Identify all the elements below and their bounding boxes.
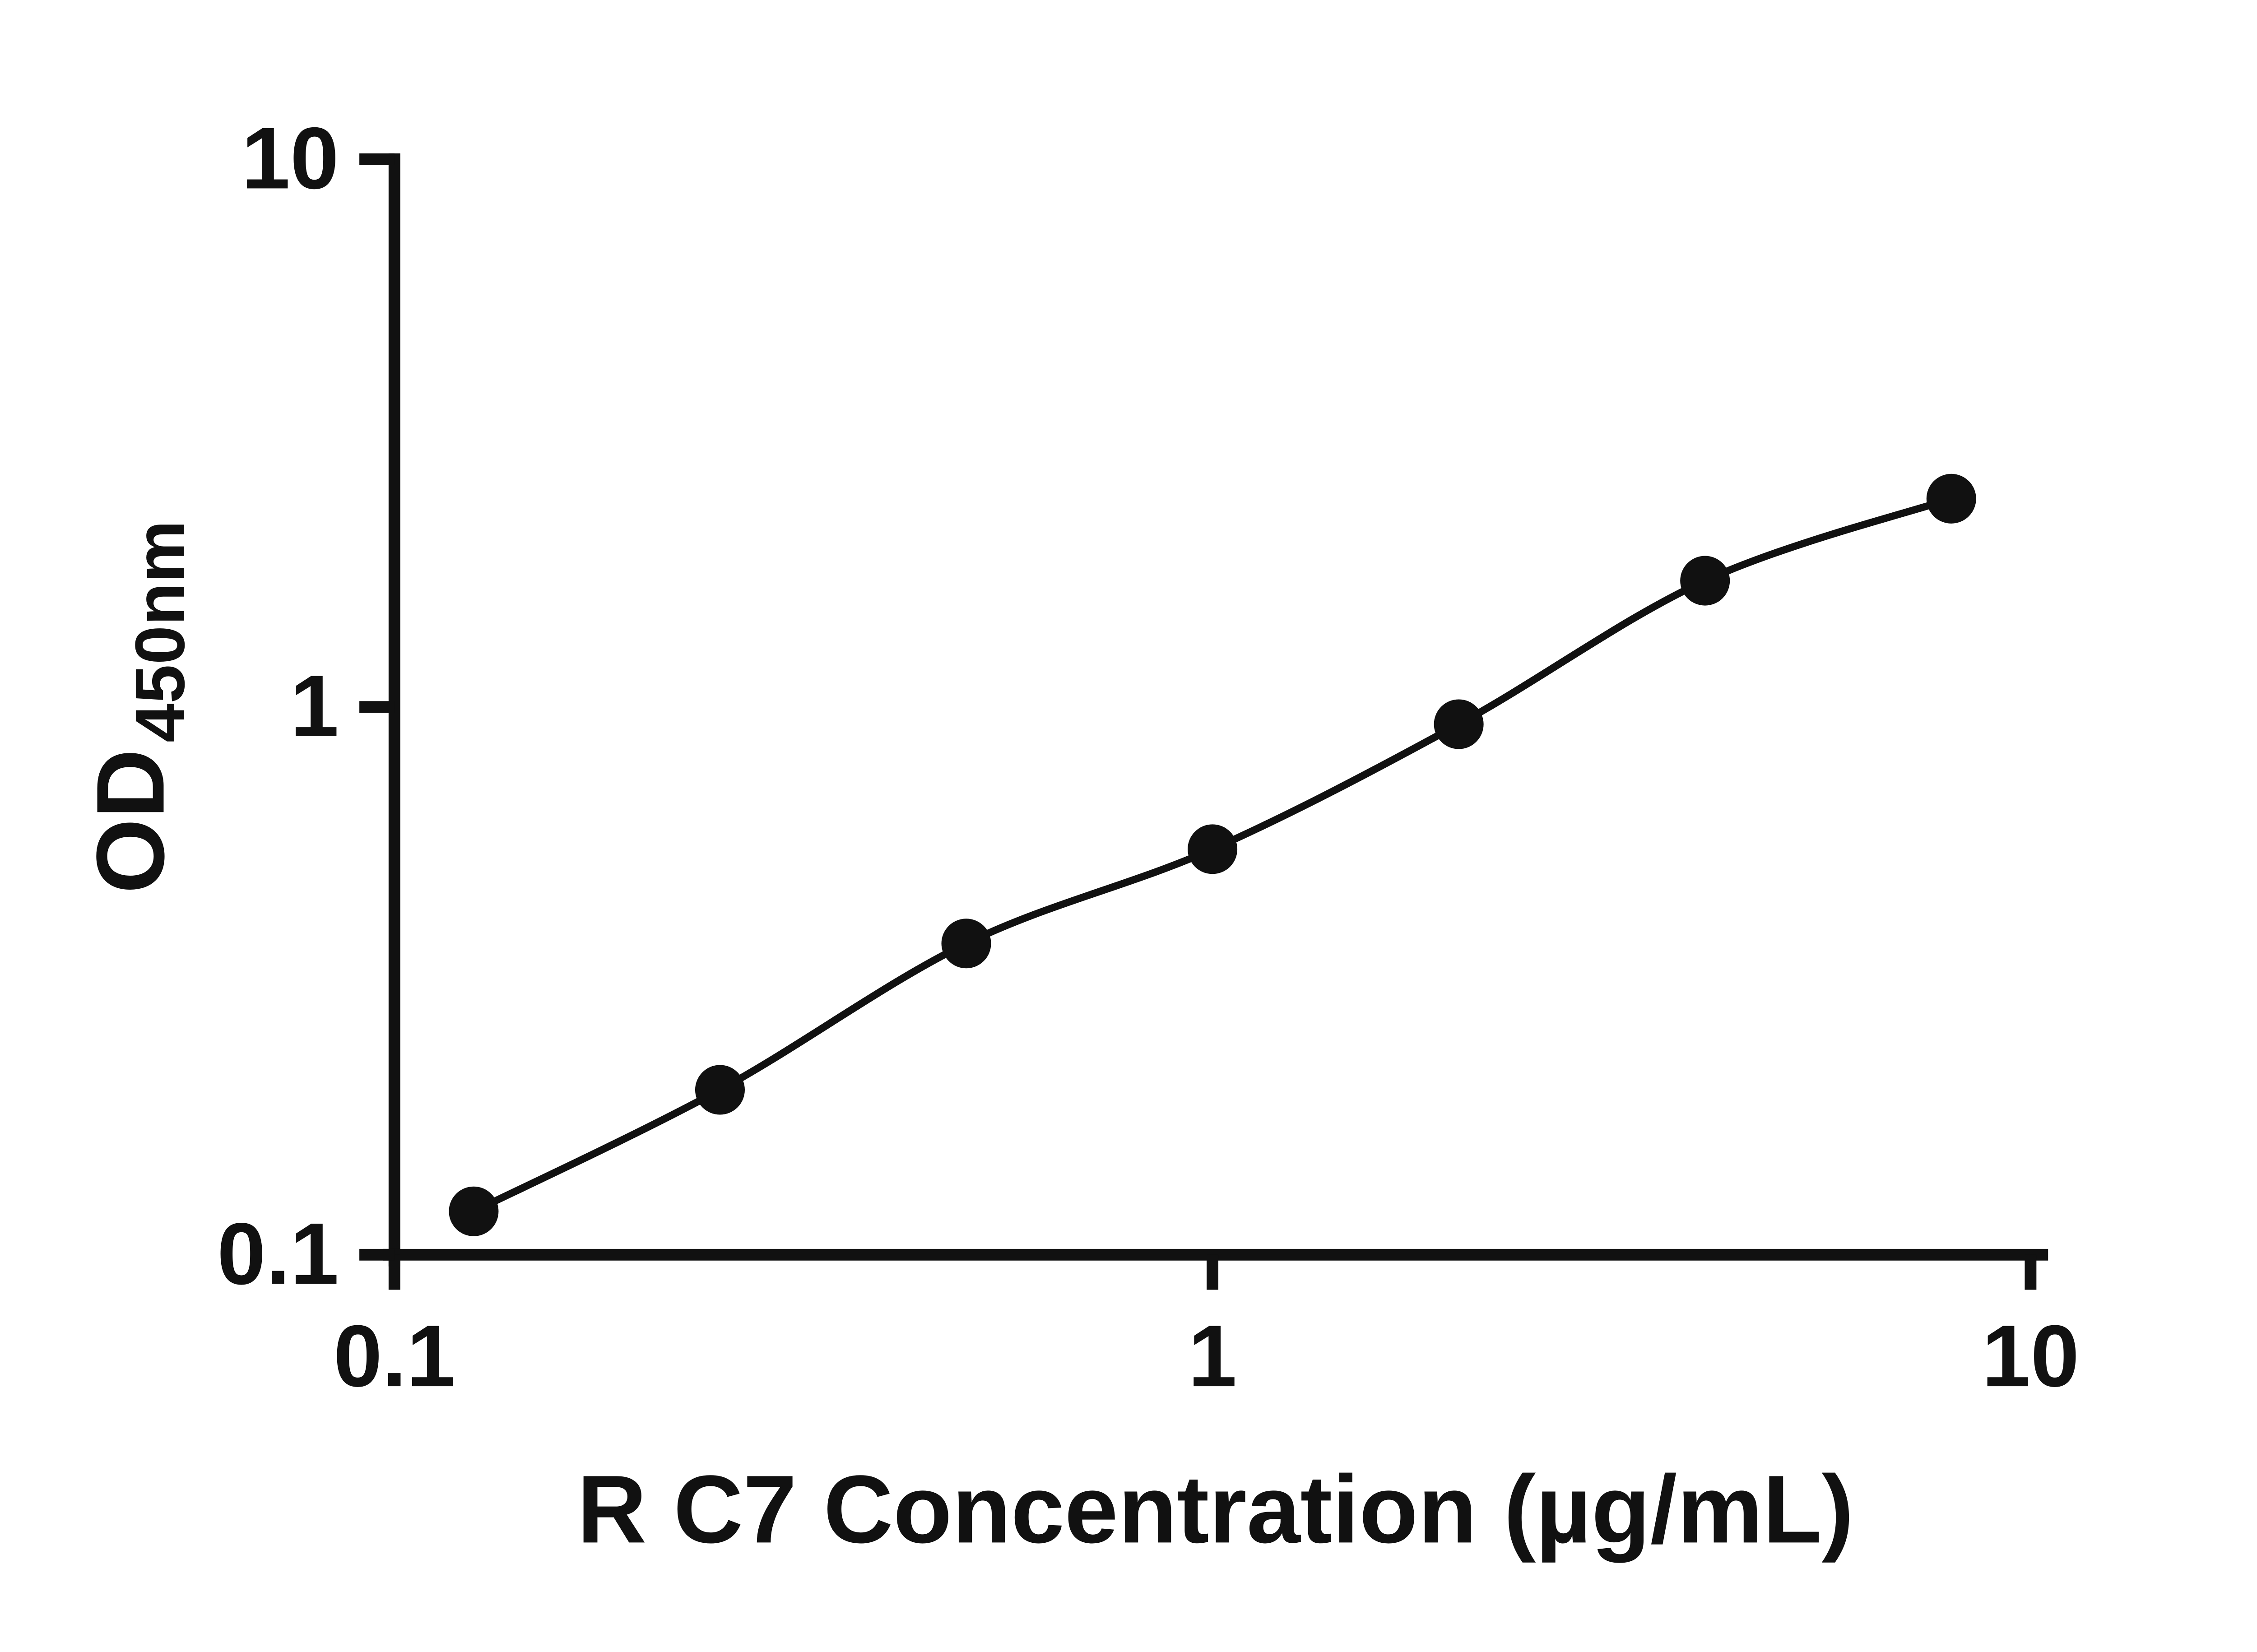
axes — [382, 153, 2048, 1267]
data-point-marker — [449, 1186, 499, 1236]
y-tick-label: 1 — [290, 657, 339, 755]
y-tick-label: 0.1 — [217, 1205, 339, 1303]
y-tick-label: 10 — [241, 109, 339, 207]
x-axis-title: R C7 Concentration (µg/mL) — [577, 1456, 1853, 1563]
y-axis-title: OD 450nm — [77, 520, 199, 894]
data-point-marker — [1434, 699, 1484, 749]
data-point-marker — [695, 1065, 745, 1115]
x-tick-label: 1 — [1188, 1307, 1237, 1405]
data-points — [449, 473, 1976, 1236]
tick-marks — [359, 153, 2037, 1290]
y-axis-title-main: OD — [77, 749, 184, 893]
data-point-marker — [1680, 556, 1730, 606]
y-axis-title-subscript: 450nm — [121, 520, 199, 742]
x-tick-label: 10 — [1982, 1307, 2079, 1405]
data-point-marker — [1188, 824, 1238, 874]
x-tick-label: 0.1 — [334, 1307, 455, 1405]
data-point-marker — [1926, 473, 1976, 524]
data-point-marker — [941, 919, 991, 969]
tick-labels: 0.1 1 10 0.1 1 10 — [217, 109, 2079, 1405]
